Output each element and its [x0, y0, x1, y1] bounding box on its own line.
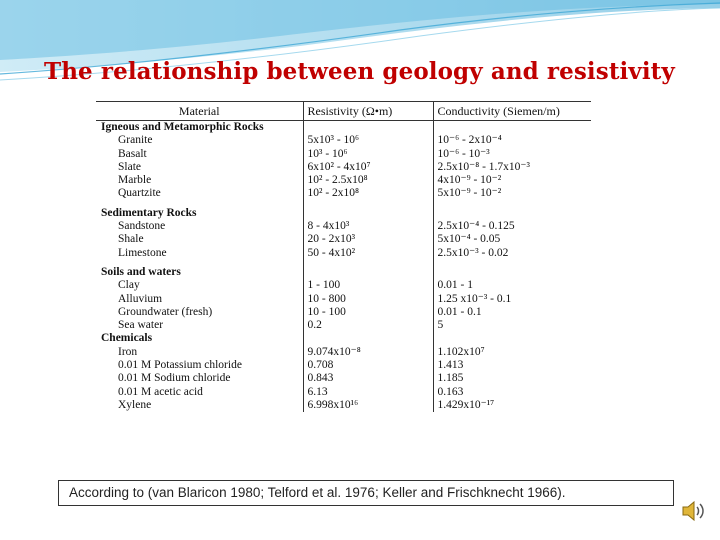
- group-row: Soils and waters: [96, 265, 591, 280]
- group-row: Chemicals: [96, 332, 591, 346]
- conductivity-cell: 5: [432, 319, 591, 333]
- resistivity-cell: 6.998x10¹⁶: [302, 398, 433, 413]
- table-header-row: Material Resistivity (Ω•m) Conductivity …: [96, 101, 591, 121]
- table-row: Slate 6x10² - 4x10⁷ 2.5x10⁻⁸ - 1.7x10⁻³: [96, 160, 591, 175]
- resistivity-cell: 20 - 2x10³: [302, 233, 433, 247]
- conductivity-cell: 4x10⁻⁹ - 10⁻²: [432, 174, 591, 188]
- material-cell: Marble: [118, 174, 152, 187]
- resistivity-cell: 10² - 2.5x10⁸: [302, 174, 433, 188]
- table-row: Sea water 0.2 5: [96, 319, 591, 333]
- material-cell: 0.01 M Sodium chloride: [118, 372, 231, 385]
- header-resistivity: Resistivity (Ω•m): [302, 101, 433, 121]
- table-row: Xylene 6.998x10¹⁶ 1.429x10⁻¹⁷: [96, 398, 591, 413]
- material-cell: Alluvium: [118, 292, 163, 305]
- resistivity-cell: 1 - 100: [302, 279, 433, 293]
- table-row: Sandstone 8 - 4x10³ 2.5x10⁻⁴ - 0.125: [96, 220, 591, 234]
- resistivity-cell: 10 - 800: [302, 292, 433, 306]
- table-row: Groundwater (fresh) 10 - 100 0.01 - 0.1: [96, 305, 591, 320]
- resistivity-cell: 6x10² - 4x10⁷: [302, 160, 433, 175]
- material-cell: Shale: [118, 233, 144, 246]
- group-label: Chemicals: [101, 332, 153, 345]
- conductivity-cell: 2.5x10⁻⁴ - 0.125: [432, 220, 591, 234]
- conductivity-cell: 5x10⁻⁴ - 0.05: [432, 233, 591, 247]
- header-conductivity: Conductivity (Siemen/m): [432, 101, 591, 121]
- table-row: Clay 1 - 100 0.01 - 1: [96, 279, 591, 293]
- table-row: Alluvium 10 - 800 1.25 x10⁻³ - 0.1: [96, 292, 591, 306]
- material-cell: Sandstone: [118, 220, 166, 233]
- conductivity-cell: 0.163: [432, 385, 591, 399]
- table-row: Shale 20 - 2x10³ 5x10⁻⁴ - 0.05: [96, 233, 591, 247]
- table-row: Marble 10² - 2.5x10⁸ 4x10⁻⁹ - 10⁻²: [96, 174, 591, 188]
- resistivity-cell: 10³ - 10⁶: [302, 147, 433, 161]
- material-cell: 0.01 M Potassium chloride: [118, 359, 242, 372]
- table-row: Iron 9.074x10⁻⁸ 1.102x10⁷: [96, 345, 591, 360]
- material-cell: Basalt: [118, 147, 147, 160]
- material-cell: Slate: [118, 160, 141, 173]
- group-row: Sedimentary Rocks: [96, 206, 591, 221]
- conductivity-cell: 1.413: [432, 359, 591, 373]
- resistivity-cell: 9.074x10⁻⁸: [302, 345, 433, 360]
- wave-header-decoration: [0, 0, 720, 81]
- resistivity-table: Material Resistivity (Ω•m) Conductivity …: [96, 101, 591, 413]
- resistivity-cell: 0.708: [302, 359, 433, 373]
- material-cell: Groundwater (fresh): [118, 305, 213, 318]
- material-cell: Clay: [118, 279, 140, 292]
- group-label: Soils and waters: [101, 265, 181, 278]
- material-cell: 0.01 M acetic acid: [118, 385, 203, 398]
- resistivity-cell: 6.13: [302, 385, 433, 399]
- material-cell: Sea water: [118, 319, 164, 332]
- resistivity-cell: 10² - 2x10⁸: [302, 187, 433, 201]
- conductivity-cell: 2.5x10⁻³ - 0.02: [432, 246, 591, 260]
- table-row: 0.01 M Sodium chloride 0.843 1.185: [96, 372, 591, 386]
- material-cell: Granite: [118, 134, 153, 147]
- conductivity-cell: 0.01 - 0.1: [432, 305, 591, 320]
- resistivity-cell: 50 - 4x10²: [302, 246, 433, 260]
- table-row: Granite 5x10³ - 10⁶ 10⁻⁶ - 2x10⁻⁴: [96, 134, 591, 148]
- header-material: Material: [96, 101, 303, 121]
- material-cell: Iron: [118, 345, 138, 358]
- conductivity-cell: 2.5x10⁻⁸ - 1.7x10⁻³: [432, 160, 591, 175]
- conductivity-cell: 5x10⁻⁹ - 10⁻²: [432, 187, 591, 201]
- group-label: Igneous and Metamorphic Rocks: [101, 121, 264, 133]
- conductivity-cell: 0.01 - 1: [432, 279, 591, 293]
- material-cell: Limestone: [118, 246, 167, 259]
- material-cell: Xylene: [118, 398, 152, 411]
- group-row: Igneous and Metamorphic Rocks: [96, 120, 591, 135]
- slide-title: The relationship between geology and res…: [44, 58, 675, 85]
- resistivity-cell: 10 - 100: [302, 305, 433, 320]
- resistivity-cell: 5x10³ - 10⁶: [302, 134, 433, 148]
- conductivity-cell: 1.429x10⁻¹⁷: [432, 398, 591, 413]
- conductivity-cell: 1.102x10⁷: [432, 345, 591, 360]
- conductivity-cell: 1.185: [432, 372, 591, 386]
- resistivity-table-image: Material Resistivity (Ω•m) Conductivity …: [96, 101, 591, 475]
- table-row: Quartzite 10² - 2x10⁸ 5x10⁻⁹ - 10⁻²: [96, 187, 591, 201]
- speaker-icon[interactable]: [680, 498, 706, 524]
- resistivity-cell: 0.2: [302, 319, 433, 333]
- conductivity-cell: 10⁻⁶ - 10⁻³: [432, 147, 591, 161]
- conductivity-cell: 1.25 x10⁻³ - 0.1: [432, 292, 591, 306]
- group-label: Sedimentary Rocks: [101, 206, 197, 219]
- table-row: 0.01 M Potassium chloride 0.708 1.413: [96, 359, 591, 373]
- resistivity-cell: 8 - 4x10³: [302, 220, 433, 234]
- citation-box: According to (van Blaricon 1980; Telford…: [58, 480, 674, 506]
- table-row: Basalt 10³ - 10⁶ 10⁻⁶ - 10⁻³: [96, 147, 591, 161]
- material-cell: Quartzite: [118, 187, 161, 200]
- table-row: Limestone 50 - 4x10² 2.5x10⁻³ - 0.02: [96, 246, 591, 260]
- conductivity-cell: 10⁻⁶ - 2x10⁻⁴: [432, 134, 591, 148]
- table-row: 0.01 M acetic acid 6.13 0.163: [96, 385, 591, 399]
- resistivity-cell: 0.843: [302, 372, 433, 386]
